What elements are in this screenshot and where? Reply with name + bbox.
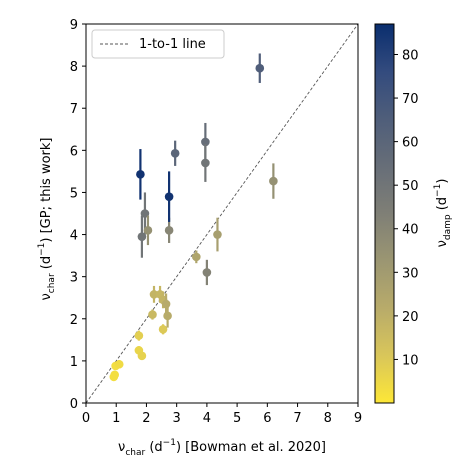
data-point-9 <box>149 285 159 303</box>
colorbar-tick-label: 20 <box>402 310 419 325</box>
x-axis-label-unit-post: ) [Bowman et al. 2020] <box>176 440 326 455</box>
data-point-27 <box>255 53 265 83</box>
y-tick-label: 8 <box>70 60 78 75</box>
y-axis-label-unit-sup: −1 <box>37 243 47 256</box>
y-tick-label: 3 <box>70 271 78 286</box>
y-axis-label-subscript: char <box>47 273 57 293</box>
x-axis-label-unit-pre: (d <box>145 440 162 455</box>
y-tick-label: 5 <box>70 186 78 201</box>
data-point-7 <box>137 351 147 361</box>
x-axis-label: νchar (d−1) [Bowman et al. 2020] <box>118 438 326 458</box>
colorbar-label-unit-pre: (d <box>435 197 450 214</box>
marker <box>161 299 171 309</box>
x-tick-label: 7 <box>293 411 301 426</box>
x-axis-label-subscript: char <box>125 448 145 458</box>
colorbar-label-symbol: ν <box>435 240 450 247</box>
x-tick-label: 5 <box>233 411 241 426</box>
legend-1to1-label: 1-to-1 line <box>139 37 206 52</box>
x-tick-label: 1 <box>112 411 120 426</box>
colorbar-tick-label: 80 <box>402 48 419 63</box>
colorbar-label: νdamp (d−1) <box>433 179 453 248</box>
y-tick-label: 4 <box>70 229 78 244</box>
y-tick-label: 9 <box>70 18 78 33</box>
y-tick-label: 6 <box>70 144 78 159</box>
colorbar-tick-label: 30 <box>402 266 419 281</box>
y-axis-label-symbol: ν <box>39 293 54 300</box>
data-point-8 <box>148 309 157 320</box>
marker <box>269 176 278 186</box>
colorbar-label-unit-post: ) <box>435 179 450 184</box>
marker <box>201 137 210 147</box>
marker <box>143 226 153 235</box>
data-point-26 <box>201 144 210 182</box>
marker <box>164 192 174 201</box>
x-tick-label: 0 <box>82 411 90 426</box>
y-tick-label: 2 <box>70 313 78 328</box>
colorbar-tick-label: 60 <box>402 136 419 151</box>
colorbar-tick-label: 70 <box>402 92 419 107</box>
y-axis-label: νchar (d−1) [GP; this work] <box>37 138 57 301</box>
x-tick-label: 4 <box>203 411 211 426</box>
colorbar-gradient <box>374 23 395 404</box>
data-point-15 <box>192 250 201 264</box>
data-point-17 <box>213 217 222 252</box>
marker <box>114 359 124 369</box>
axes-frame <box>85 23 359 404</box>
data-point-5 <box>134 330 144 341</box>
marker <box>255 63 265 73</box>
x-axis-label-symbol: ν <box>118 440 125 455</box>
marker <box>148 310 157 319</box>
marker <box>149 290 159 299</box>
marker <box>202 268 212 277</box>
y-tick-label: 1 <box>70 355 78 370</box>
marker <box>110 370 120 380</box>
data-point-18 <box>136 149 145 200</box>
colorbar-label-subscript: damp <box>443 214 453 240</box>
data-point-12 <box>158 324 168 335</box>
colorbar-tick-label: 10 <box>402 353 419 368</box>
marker <box>163 311 172 321</box>
legend-box <box>91 29 225 59</box>
marker <box>137 351 147 361</box>
x-axis-label-unit-sup: −1 <box>163 438 176 448</box>
colorbar-label-unit-sup: −1 <box>433 184 443 197</box>
data-point-16 <box>202 259 212 286</box>
one-to-one-line <box>85 23 359 404</box>
data-point-4 <box>114 359 124 369</box>
data-point-21 <box>143 215 153 246</box>
marker <box>134 331 144 340</box>
marker <box>201 158 210 168</box>
y-axis-label-unit-post: ) [GP; this work] <box>39 138 54 243</box>
x-tick-label: 6 <box>263 411 271 426</box>
data-point-2 <box>110 370 120 380</box>
marker <box>158 325 168 334</box>
colorbar-tick-label: 50 <box>402 179 419 194</box>
y-tick-label: 7 <box>70 102 78 117</box>
data-point-24 <box>170 140 180 166</box>
plot-area: 0 1 2 3 4 5 6 7 8 9 0 1 2 3 4 5 6 7 8 9 <box>70 18 362 426</box>
y-tick-label: 0 <box>70 397 78 412</box>
marker <box>164 226 174 235</box>
marker <box>192 252 201 262</box>
x-tick-label: 8 <box>324 411 332 426</box>
colorbar: 10 20 30 40 50 60 70 80 <box>374 23 419 404</box>
x-tick-label: 9 <box>354 411 362 426</box>
x-tick-label: 3 <box>173 411 181 426</box>
data-point-28 <box>269 163 278 199</box>
data-point-23 <box>164 171 174 222</box>
y-axis-label-unit-pre: (d <box>39 256 54 273</box>
marker <box>136 170 145 179</box>
x-tick-label: 2 <box>142 411 150 426</box>
colorbar-tick-label: 40 <box>402 223 419 238</box>
data-point-14 <box>163 304 172 328</box>
legend: 1-to-1 line <box>91 29 225 59</box>
marker <box>170 148 180 158</box>
marker <box>213 230 222 239</box>
